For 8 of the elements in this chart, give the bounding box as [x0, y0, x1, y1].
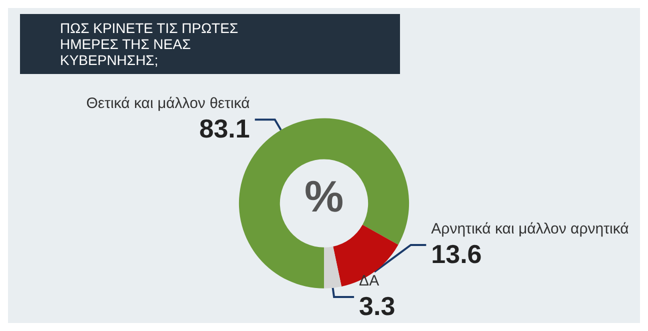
data-label: 83.1 — [199, 114, 250, 144]
chart-title: ΠΩΣ ΚΡΙΝΕΤΕ ΤΙΣ ΠΡΩΤΕΣ ΗΜΕΡΕΣ ΤΗΣ ΝΕΑΣ ΚΥΒΕΡΝΗΣΗΣ; — [60, 20, 242, 68]
data-label: 13.6 — [431, 239, 482, 269]
slice-label: Θετικά και μάλλον θετικά — [86, 95, 250, 112]
text: % — [304, 172, 344, 222]
slice-label: ΔΑ — [359, 272, 380, 290]
slice-label: Αρνητικά και μάλλον αρνητικά — [431, 220, 630, 238]
data-label: 3.3 — [359, 291, 396, 321]
